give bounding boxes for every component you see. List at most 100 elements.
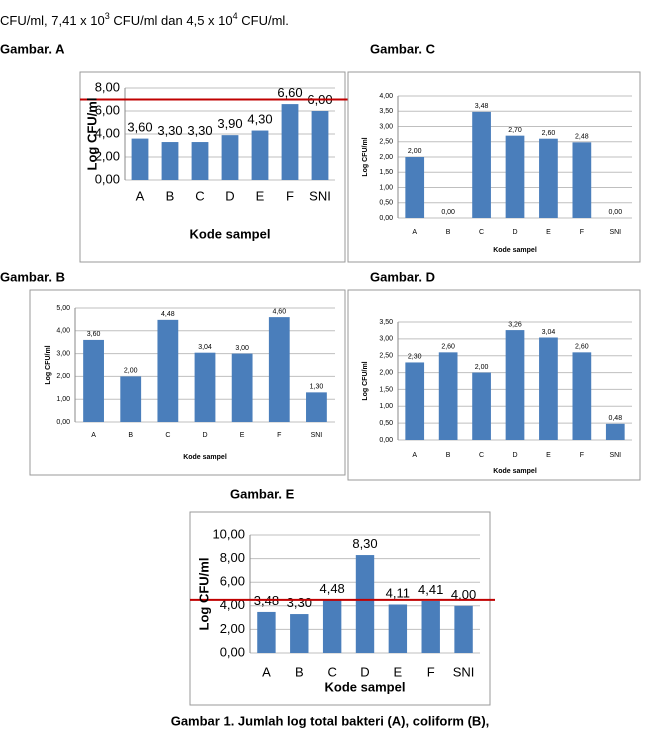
value-label: 0,48 (608, 415, 622, 422)
panel-label: Gambar. B (0, 269, 65, 284)
bar (194, 352, 216, 422)
bar (421, 600, 440, 653)
x-axis-title: Kode sampel (325, 679, 406, 694)
bar (221, 135, 239, 180)
caption: Gambar 1. Jumlah log total bakteri (A), … (171, 713, 490, 728)
value-label: 3,00 (235, 345, 249, 352)
y-tick-label: 1,00 (56, 396, 70, 403)
value-label: 3,90 (217, 116, 242, 131)
y-tick-label: 1,00 (379, 403, 393, 410)
y-tick-label: 6,00 (220, 574, 245, 589)
text: CFU/ml. (238, 13, 289, 28)
x-tick-label: C (165, 432, 170, 439)
bar (405, 157, 425, 218)
value-label: 4,00 (451, 587, 476, 602)
bar (257, 611, 276, 653)
value-label: 8,30 (352, 536, 377, 551)
bar (281, 104, 299, 180)
x-tick-label: SNI (609, 229, 621, 236)
x-tick-label: SNI (311, 432, 323, 439)
y-tick-label: 2,00 (379, 369, 393, 376)
y-tick-label: 1,50 (379, 386, 393, 393)
value-label: 3,26 (508, 321, 522, 328)
value-label: 3,30 (287, 595, 312, 610)
y-tick-label: 2,00 (56, 373, 70, 380)
x-tick-label: A (136, 188, 145, 203)
intro-text: CFU/ml, 7,41 x 103 CFU/ml dan 4,5 x 104 … (0, 11, 289, 28)
y-tick-label: 0,50 (379, 200, 393, 207)
y-tick-label: 3,50 (379, 108, 393, 115)
x-tick-label: B (295, 664, 304, 679)
x-tick-label: D (202, 432, 207, 439)
sup: 3 (105, 11, 110, 21)
value-label: 4,48 (161, 311, 175, 318)
x-axis-title: Kode sampel (493, 468, 537, 475)
x-tick-label: D (512, 452, 517, 459)
chart-frame (79, 71, 346, 263)
text: CFU/ml dan 4,5 x 10 (110, 13, 233, 28)
x-tick-label: SNI (309, 188, 331, 203)
y-tick-label: 1,00 (379, 184, 393, 191)
bar (157, 319, 179, 422)
x-tick-label: E (546, 452, 551, 459)
sup: 4 (233, 11, 238, 21)
value-label: 4,30 (247, 112, 272, 127)
x-tick-label: B (166, 188, 175, 203)
value-label: 2,48 (575, 134, 589, 141)
y-tick-label: 5,00 (56, 305, 70, 312)
y-tick-label: 3,00 (379, 123, 393, 130)
bar (268, 317, 290, 422)
bar (539, 138, 558, 218)
bar (472, 111, 491, 218)
x-tick-label: SNI (609, 452, 621, 459)
value-label: 3,04 (542, 329, 556, 336)
x-tick-label: A (412, 452, 417, 459)
y-axis-title: Log CFU/ml (362, 137, 369, 176)
x-axis-title: Kode sampel (190, 226, 271, 241)
x-tick-label: F (580, 229, 584, 236)
bar (251, 130, 269, 180)
y-tick-label: 8,00 (95, 79, 120, 94)
value-label: 0,00 (608, 209, 622, 216)
bar (388, 604, 408, 653)
bar (505, 135, 525, 218)
y-tick-label: 2,50 (379, 139, 393, 146)
x-tick-label: C (195, 188, 204, 203)
value-label: 6,60 (277, 85, 302, 100)
value-label: 1,30 (310, 384, 324, 391)
bar (322, 600, 342, 653)
value-label: 3,30 (187, 123, 212, 138)
x-tick-label: SNI (453, 664, 475, 679)
bar (290, 614, 309, 653)
y-tick-label: 0,00 (379, 437, 393, 444)
y-tick-label: 3,00 (56, 350, 70, 357)
y-tick-label: 2,50 (379, 353, 393, 360)
x-tick-label: F (286, 188, 294, 203)
x-tick-label: F (427, 664, 435, 679)
y-tick-label: 0,00 (95, 171, 120, 186)
value-label: 0,00 (441, 209, 455, 216)
y-axis-title: Log CFU/ml (45, 345, 52, 384)
y-tick-label: 6,00 (95, 102, 120, 117)
y-tick-label: 4,00 (379, 93, 393, 100)
value-label: 3,60 (87, 331, 101, 338)
y-tick-label: 2,00 (220, 621, 245, 636)
x-tick-label: D (225, 188, 234, 203)
value-label: 2,00 (124, 368, 138, 375)
y-tick-label: 4,00 (95, 125, 120, 140)
y-tick-label: 2,00 (95, 148, 120, 163)
y-tick-label: 4,00 (56, 328, 70, 335)
bar (131, 138, 149, 180)
value-label: 4,60 (272, 308, 286, 315)
bar (454, 605, 473, 653)
y-tick-label: 2,00 (379, 154, 393, 161)
bar (120, 376, 142, 422)
y-tick-label: 4,00 (220, 597, 245, 612)
panel-label: Gambar. E (230, 486, 295, 501)
value-label: 4,48 (319, 581, 344, 596)
bar (605, 423, 625, 440)
value-label: 4,11 (386, 586, 410, 601)
panel-label: Gambar. A (0, 41, 65, 56)
bar (539, 337, 558, 440)
